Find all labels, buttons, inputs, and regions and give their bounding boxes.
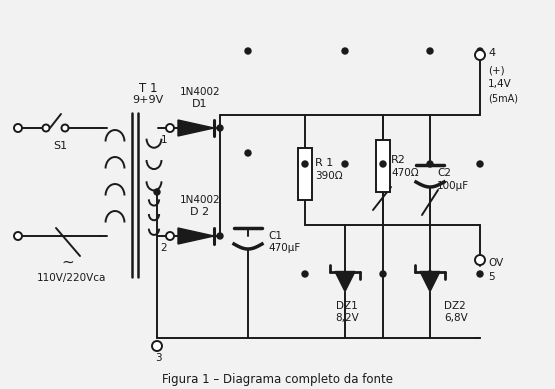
- Text: (5mA): (5mA): [488, 93, 518, 103]
- Text: 2: 2: [161, 243, 167, 253]
- Text: 3: 3: [155, 353, 162, 363]
- Circle shape: [477, 161, 483, 167]
- Text: 110V/220Vca: 110V/220Vca: [37, 273, 107, 283]
- Text: 470Ω: 470Ω: [391, 168, 418, 178]
- Text: 1N4002: 1N4002: [180, 195, 220, 205]
- Circle shape: [245, 150, 251, 156]
- Text: 6,8V: 6,8V: [444, 313, 468, 323]
- Circle shape: [152, 341, 162, 351]
- Circle shape: [14, 124, 22, 132]
- Text: Figura 1 – Diagrama completo da fonte: Figura 1 – Diagrama completo da fonte: [162, 373, 392, 387]
- Circle shape: [427, 161, 433, 167]
- Text: DZ2: DZ2: [444, 301, 466, 311]
- Circle shape: [427, 48, 433, 54]
- Text: 9+9V: 9+9V: [133, 95, 164, 105]
- Text: 470μF: 470μF: [268, 243, 300, 253]
- Circle shape: [342, 161, 348, 167]
- Circle shape: [427, 271, 433, 277]
- Text: R 1: R 1: [315, 158, 333, 168]
- Text: 100μF: 100μF: [437, 181, 469, 191]
- Text: S1: S1: [53, 141, 67, 151]
- Text: 390Ω: 390Ω: [315, 171, 342, 181]
- Polygon shape: [178, 120, 214, 136]
- Circle shape: [166, 232, 174, 240]
- Text: DZ1: DZ1: [336, 301, 358, 311]
- Circle shape: [342, 48, 348, 54]
- Text: D 2: D 2: [190, 207, 210, 217]
- Circle shape: [14, 232, 22, 240]
- Circle shape: [217, 125, 223, 131]
- Circle shape: [380, 271, 386, 277]
- Polygon shape: [420, 272, 440, 291]
- Text: R2: R2: [391, 155, 406, 165]
- Text: OV: OV: [488, 258, 503, 268]
- Text: C2: C2: [437, 168, 451, 178]
- Circle shape: [217, 233, 223, 239]
- Circle shape: [154, 189, 160, 195]
- Text: D1: D1: [192, 99, 208, 109]
- Polygon shape: [335, 272, 355, 291]
- Text: 1N4002: 1N4002: [180, 87, 220, 97]
- Circle shape: [245, 48, 251, 54]
- Text: 4: 4: [488, 48, 495, 58]
- Circle shape: [62, 124, 68, 131]
- Text: 1: 1: [161, 135, 167, 145]
- Circle shape: [475, 50, 485, 60]
- Circle shape: [477, 271, 483, 277]
- Circle shape: [302, 161, 308, 167]
- Circle shape: [477, 48, 483, 54]
- Bar: [376, 140, 390, 192]
- Polygon shape: [178, 228, 214, 244]
- Circle shape: [380, 161, 386, 167]
- Text: 8,2V: 8,2V: [335, 313, 359, 323]
- Text: (+): (+): [488, 65, 504, 75]
- Text: C1: C1: [268, 231, 282, 241]
- Text: ∼: ∼: [62, 254, 74, 270]
- Circle shape: [302, 271, 308, 277]
- Bar: [298, 148, 312, 200]
- Circle shape: [475, 255, 485, 265]
- Circle shape: [43, 124, 49, 131]
- Text: 1,4V: 1,4V: [488, 79, 512, 89]
- Circle shape: [166, 124, 174, 132]
- Text: 5: 5: [488, 272, 495, 282]
- Text: T 1: T 1: [139, 82, 157, 95]
